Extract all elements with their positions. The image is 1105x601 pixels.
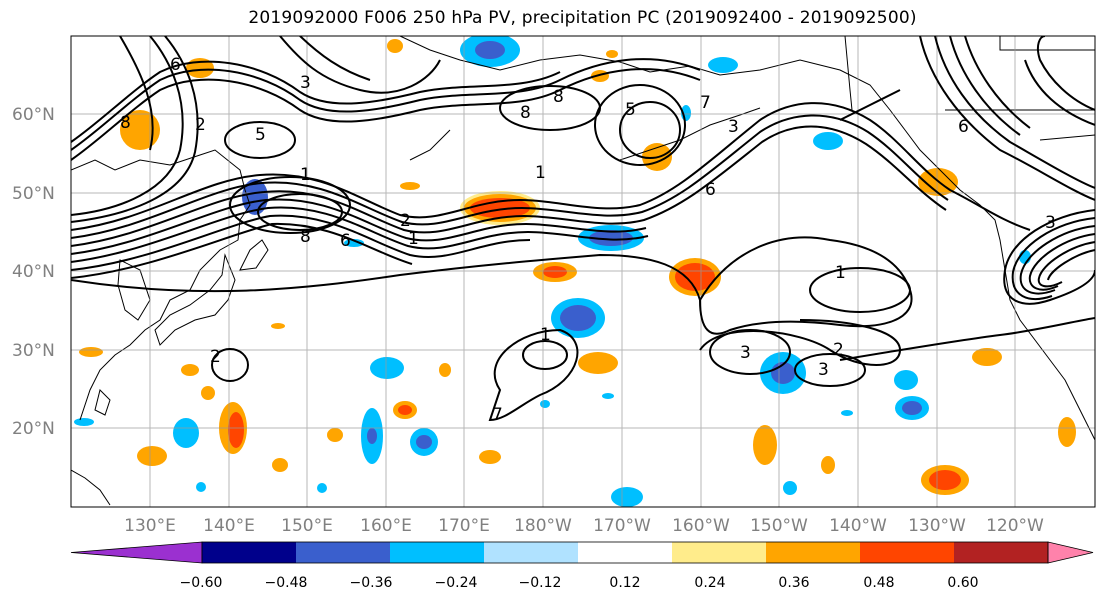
pv-label: 5 bbox=[255, 125, 266, 145]
lon-label: 160°W bbox=[672, 516, 730, 536]
colorbar-tick-label: 0.12 bbox=[609, 575, 640, 591]
colorbar-segment bbox=[390, 542, 485, 563]
colorbar-tick-label: −0.36 bbox=[350, 575, 393, 591]
colorbar-tick-label: −0.12 bbox=[519, 575, 562, 591]
lon-label: 150°E bbox=[281, 516, 333, 536]
colorbar-segment bbox=[766, 542, 861, 563]
colorbar-segment bbox=[578, 542, 673, 563]
map-title: 2019092000 F006 250 hPa PV, precipitatio… bbox=[248, 8, 917, 28]
pv-label: 6 bbox=[170, 55, 181, 75]
pv-contours bbox=[71, 36, 1095, 422]
lon-label: 170°W bbox=[593, 516, 651, 536]
pv-label: 7 bbox=[700, 93, 711, 113]
colorbar-ticks: −0.60 −0.48 −0.36 −0.24 −0.12 0.12 0.24 … bbox=[180, 575, 979, 591]
latitude-labels: 60°N 50°N 40°N 30°N 20°N bbox=[12, 105, 55, 439]
pv-label: 8 bbox=[300, 227, 311, 247]
pv-label: 1 bbox=[535, 163, 546, 183]
pv-label: 3 bbox=[728, 117, 739, 137]
colorbar-segment bbox=[860, 542, 955, 563]
lat-label: 60°N bbox=[12, 105, 55, 125]
colorbar-segment bbox=[954, 542, 1049, 563]
pv-label: 2 bbox=[833, 340, 844, 360]
longitude-labels: 130°E 140°E 150°E 160°E 170°E 180°W 170°… bbox=[124, 516, 1044, 536]
pv-label: 5 bbox=[625, 100, 636, 120]
colorbar-tick-label: 0.48 bbox=[863, 575, 894, 591]
colorbar-tick-label: −0.48 bbox=[265, 575, 308, 591]
lon-label: 130°W bbox=[908, 516, 966, 536]
colorbar-tick-label: −0.24 bbox=[435, 575, 478, 591]
pv-contour-labels: 6 3 8 5 2 8 5 7 8 6 1 1 1 2 8 6 3 7 1 2 … bbox=[120, 55, 1056, 425]
pv-label: 1 bbox=[408, 229, 419, 249]
pv-label: 7 bbox=[492, 405, 503, 425]
map-border bbox=[70, 35, 1096, 508]
pv-label: 8 bbox=[520, 103, 531, 123]
colorbar-border bbox=[201, 541, 1049, 564]
gridlines bbox=[71, 36, 1095, 507]
colorbar-segment bbox=[672, 542, 767, 563]
lon-label: 140°E bbox=[203, 516, 255, 536]
pv-label: 6 bbox=[958, 117, 969, 137]
lon-label: 130°E bbox=[124, 516, 176, 536]
lat-label: 30°N bbox=[12, 341, 55, 361]
colorbar bbox=[70, 541, 1094, 564]
lon-label: 170°E bbox=[438, 516, 490, 536]
lat-label: 50°N bbox=[12, 184, 55, 204]
pv-label: 3 bbox=[818, 360, 829, 380]
colorbar-extend-high bbox=[1047, 541, 1094, 564]
lon-label: 150°W bbox=[750, 516, 808, 536]
pv-label: 1 bbox=[835, 263, 846, 283]
colorbar-segment bbox=[202, 542, 297, 563]
pv-label: 1 bbox=[300, 165, 311, 185]
colorbar-extend-low bbox=[70, 541, 203, 564]
colorbar-tick-label: −0.60 bbox=[180, 575, 223, 591]
pv-label: 6 bbox=[340, 231, 351, 251]
colorbar-tick-label: 0.24 bbox=[694, 575, 725, 591]
pv-label: 2 bbox=[195, 115, 206, 135]
pv-label: 8 bbox=[120, 113, 131, 133]
pv-label: 2 bbox=[400, 211, 411, 231]
pv-label: 1 bbox=[540, 325, 551, 345]
colorbar-segment bbox=[296, 542, 391, 563]
colorbar-tick-label: 0.60 bbox=[947, 575, 978, 591]
pv-label: 3 bbox=[1045, 213, 1056, 233]
pv-label: 8 bbox=[553, 87, 564, 107]
lon-label: 180°W bbox=[514, 516, 572, 536]
lat-label: 40°N bbox=[12, 262, 55, 282]
colorbar-tick-label: 0.36 bbox=[778, 575, 809, 591]
lon-label: 120°W bbox=[986, 516, 1044, 536]
colorbar-segment bbox=[484, 542, 579, 563]
pv-label: 3 bbox=[740, 343, 751, 363]
pv-label: 3 bbox=[300, 73, 311, 93]
lon-label: 140°W bbox=[829, 516, 887, 536]
lat-label: 20°N bbox=[12, 419, 55, 439]
lon-label: 160°E bbox=[360, 516, 412, 536]
pv-label: 2 bbox=[210, 347, 221, 367]
pv-label: 6 bbox=[705, 180, 716, 200]
